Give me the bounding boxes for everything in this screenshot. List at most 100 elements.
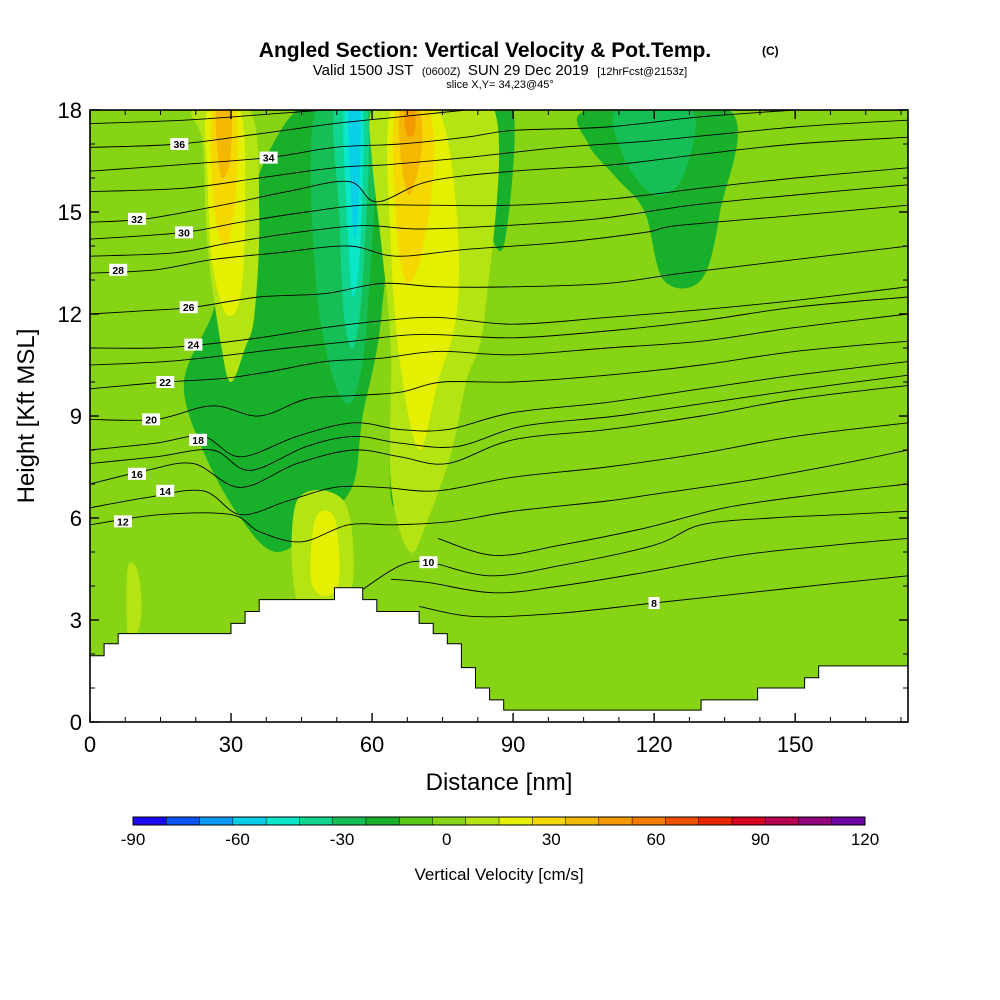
- contour-label: 22: [156, 376, 175, 389]
- colorbar: -90 -60 -30 0 30 60 90 120: [121, 816, 879, 849]
- contour-label: 28: [109, 263, 128, 277]
- contour-label-text: 30: [178, 227, 190, 239]
- chart-title: Angled Section: Vertical Velocity & Pot.…: [259, 39, 711, 62]
- colorbar-swatch: [332, 817, 367, 825]
- colorbar-swatch: [432, 817, 467, 825]
- contour-label-text: 14: [159, 486, 171, 498]
- colorbar-swatch: [565, 817, 600, 825]
- downdraft-region: [612, 110, 696, 196]
- contour-label-text: 20: [145, 414, 157, 426]
- colorbar-tick-label: 0: [442, 830, 451, 849]
- contour-label: 20: [142, 413, 161, 426]
- contour-label-text: 32: [131, 214, 143, 226]
- contour-label: 18: [189, 433, 208, 447]
- colorbar-swatch: [598, 817, 633, 825]
- colorbar-swatch: [499, 817, 533, 825]
- y-tick-label: 3: [70, 608, 82, 633]
- y-tick-label: 9: [70, 404, 82, 429]
- velocity-regions: [126, 110, 738, 640]
- x-tick-label: 120: [636, 732, 673, 757]
- theta-contour-line: [90, 110, 326, 125]
- contour-label: 26: [179, 301, 198, 314]
- theta-contour-line: [362, 510, 908, 590]
- contour-label-text: 10: [423, 557, 435, 569]
- colorbar-swatch: [698, 817, 733, 825]
- contour-label-text: 36: [173, 139, 185, 151]
- theta-contour-line: [90, 296, 908, 366]
- updraft-region: [310, 510, 340, 597]
- contour-label: 10: [419, 556, 438, 569]
- contour-label-text: 26: [183, 302, 195, 314]
- updraft-region: [126, 562, 142, 640]
- contour-label: 14: [156, 484, 175, 498]
- colorbar-swatch: [365, 817, 400, 825]
- contour-label-text: 22: [159, 377, 171, 389]
- colorbar-tick-label: -60: [225, 830, 250, 849]
- contour-label-text: 28: [112, 265, 124, 277]
- theta-contour-line: [90, 286, 908, 349]
- subtitle-forecast: [12hrFcst@2153z]: [597, 66, 687, 78]
- x-tick-label: 60: [360, 732, 384, 757]
- potential-temperature-contours: [90, 110, 908, 618]
- theta-contour-line: [90, 374, 908, 471]
- colorbar-swatch: [199, 817, 234, 825]
- contour-label: 8: [648, 597, 660, 610]
- downdraft-region: [348, 110, 361, 237]
- chart-title-group: Angled Section: Vertical Velocity & Pot.…: [259, 39, 779, 91]
- y-tick-label: 6: [70, 506, 82, 531]
- theta-contour-line: [90, 167, 908, 240]
- contour-label-text: 24: [188, 340, 200, 352]
- chart-subtitle: Valid 1500 JST (0600Z) SUN 29 Dec 2019 […: [313, 62, 687, 79]
- colorbar-tick-label: 120: [851, 830, 879, 849]
- x-axis-label: Distance [nm]: [426, 769, 573, 796]
- theta-contour-line: [90, 119, 908, 193]
- colorbar-swatch: [166, 817, 200, 825]
- contour-label-text: 18: [192, 435, 204, 447]
- contour-labels: 8 10 12 14 16 18 20 22 24 26 28 30 32 34 36: [109, 138, 660, 610]
- y-tick-label: 12: [58, 302, 82, 327]
- terrain-mask: [90, 587, 908, 722]
- x-tick-label: 0: [84, 732, 96, 757]
- colorbar-swatch: [299, 817, 333, 825]
- contour-label: 12: [113, 515, 132, 528]
- contour-label: 32: [128, 212, 146, 226]
- y-tick-label: 0: [70, 710, 82, 735]
- theta-contour-line: [90, 204, 908, 274]
- subtitle-date: SUN 29 Dec 2019: [468, 62, 589, 79]
- theta-contour-line: [90, 110, 467, 148]
- theta-contour-line: [437, 483, 908, 556]
- colorbar-swatch: [798, 817, 833, 825]
- x-tick-label: 30: [219, 732, 243, 757]
- colorbar-swatch: [632, 817, 666, 825]
- theta-contour-line: [90, 449, 908, 543]
- x-tick-label: 150: [777, 732, 814, 757]
- subtitle-valid: Valid 1500 JST: [313, 62, 414, 79]
- subtitle-zulu: (0600Z): [422, 66, 461, 78]
- colorbar-swatch: [665, 817, 699, 825]
- colorbar-label: Vertical Velocity [cm/s]: [414, 865, 583, 884]
- theta-contour-line: [90, 136, 908, 223]
- theta-contour-line: [90, 384, 908, 488]
- colorbar-swatch: [465, 817, 500, 825]
- updraft-region: [398, 110, 423, 196]
- colorbar-swatch: [532, 817, 566, 825]
- colorbar-tick-label: -30: [330, 830, 355, 849]
- contour-label-text: 8: [651, 598, 657, 610]
- colorbar-swatch: [831, 817, 866, 825]
- colorbar-swatch: [232, 817, 267, 825]
- y-axis-label: Height [Kft MSL]: [13, 329, 40, 504]
- contour-label: 36: [170, 138, 189, 151]
- contour-label: 30: [175, 226, 193, 239]
- theta-contour-line: [90, 184, 908, 257]
- contour-label: 34: [259, 151, 278, 165]
- colorbar-tick-label: 60: [646, 830, 665, 849]
- colorbar-swatch: [399, 817, 433, 825]
- contour-label-text: 34: [263, 153, 275, 165]
- colorbar-tick-label: 30: [542, 830, 561, 849]
- colorbar-swatch: [266, 817, 300, 825]
- colorbar-swatch: [133, 817, 167, 825]
- chart-title-units: (C): [762, 44, 779, 58]
- theta-contour-line: [90, 313, 908, 390]
